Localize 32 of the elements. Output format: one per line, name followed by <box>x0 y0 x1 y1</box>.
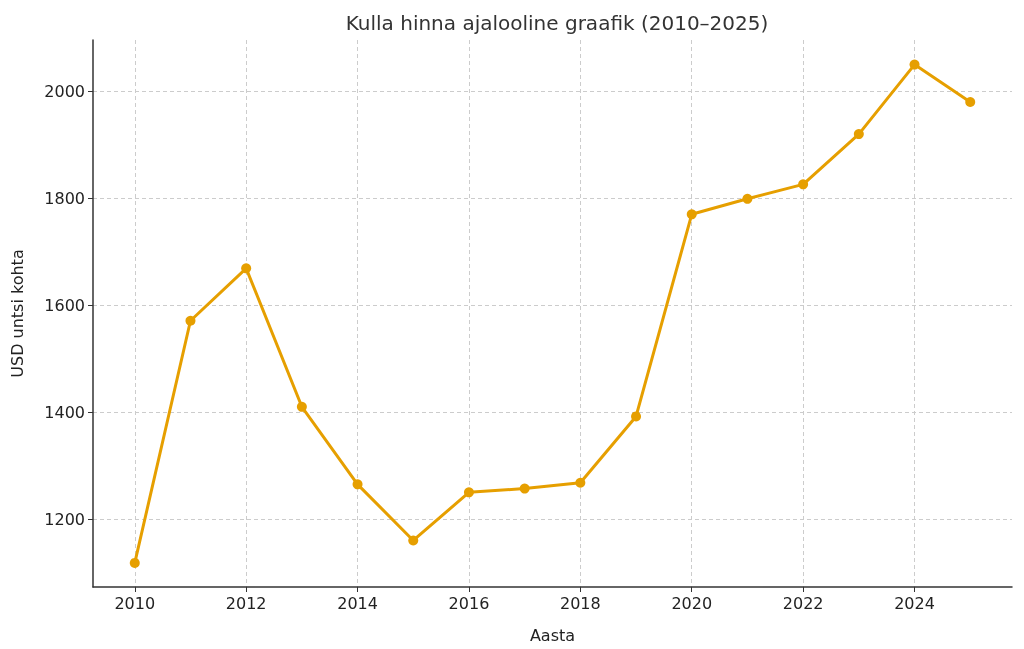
x-tick-label: 2022 <box>782 593 824 613</box>
y-tick-label: 1400 <box>44 402 85 422</box>
x-tick-label: 2024 <box>894 593 935 613</box>
x-axis-title: Aasta <box>529 625 576 645</box>
chart-title: Kulla hinna ajalooline graafik (2010–2025) <box>345 11 769 35</box>
point <box>129 557 140 568</box>
point <box>798 179 809 190</box>
x-tick-label: 2020 <box>671 593 713 613</box>
point <box>742 193 753 204</box>
y-axis-title: USD untsi kohta <box>7 249 27 378</box>
point <box>965 97 976 108</box>
y-tick-label: 1600 <box>44 295 85 315</box>
y-tick-label: 1200 <box>44 509 85 529</box>
point <box>853 129 864 140</box>
point <box>575 477 586 488</box>
x-tick-label: 2010 <box>114 593 156 613</box>
point <box>241 263 252 274</box>
y-tick-label: 1800 <box>44 188 85 208</box>
x-tick-label: 2018 <box>559 593 601 613</box>
point <box>296 401 307 412</box>
point <box>185 315 196 326</box>
x-tick-label: 2016 <box>448 593 490 613</box>
point <box>686 209 697 220</box>
point <box>352 479 363 490</box>
point <box>909 59 920 70</box>
y-tick-label: 2000 <box>44 81 85 101</box>
point <box>408 535 419 546</box>
point <box>519 483 530 494</box>
x-tick-label: 2014 <box>337 593 378 613</box>
x-tick-label: 2012 <box>225 593 267 613</box>
point <box>631 411 642 422</box>
point <box>463 487 474 498</box>
